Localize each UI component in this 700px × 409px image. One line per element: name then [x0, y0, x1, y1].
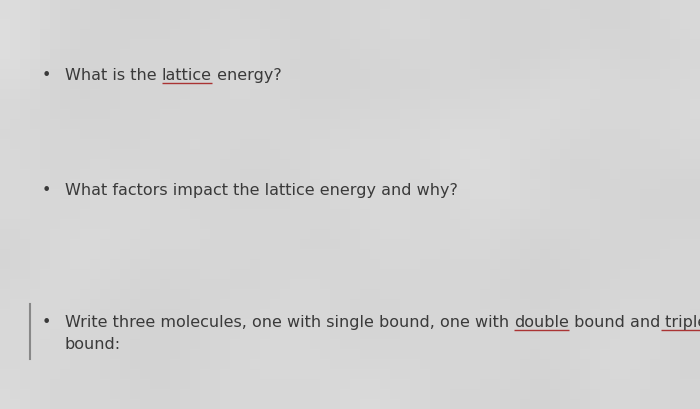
Text: and: and: [630, 314, 661, 329]
Text: •: •: [42, 68, 51, 83]
Text: energy?: energy?: [211, 68, 281, 83]
Text: bound: bound: [569, 314, 630, 329]
Text: bound:: bound:: [65, 336, 121, 351]
Text: What is the: What is the: [65, 68, 162, 83]
Text: lattice: lattice: [162, 68, 211, 83]
Text: •: •: [42, 314, 51, 329]
Text: •: •: [42, 182, 51, 198]
Text: What factors impact the lattice energy and why?: What factors impact the lattice energy a…: [65, 182, 458, 198]
Text: double: double: [514, 314, 569, 329]
Text: triple: triple: [661, 314, 700, 329]
Text: Write three molecules, one with single bound, one with: Write three molecules, one with single b…: [65, 314, 514, 329]
